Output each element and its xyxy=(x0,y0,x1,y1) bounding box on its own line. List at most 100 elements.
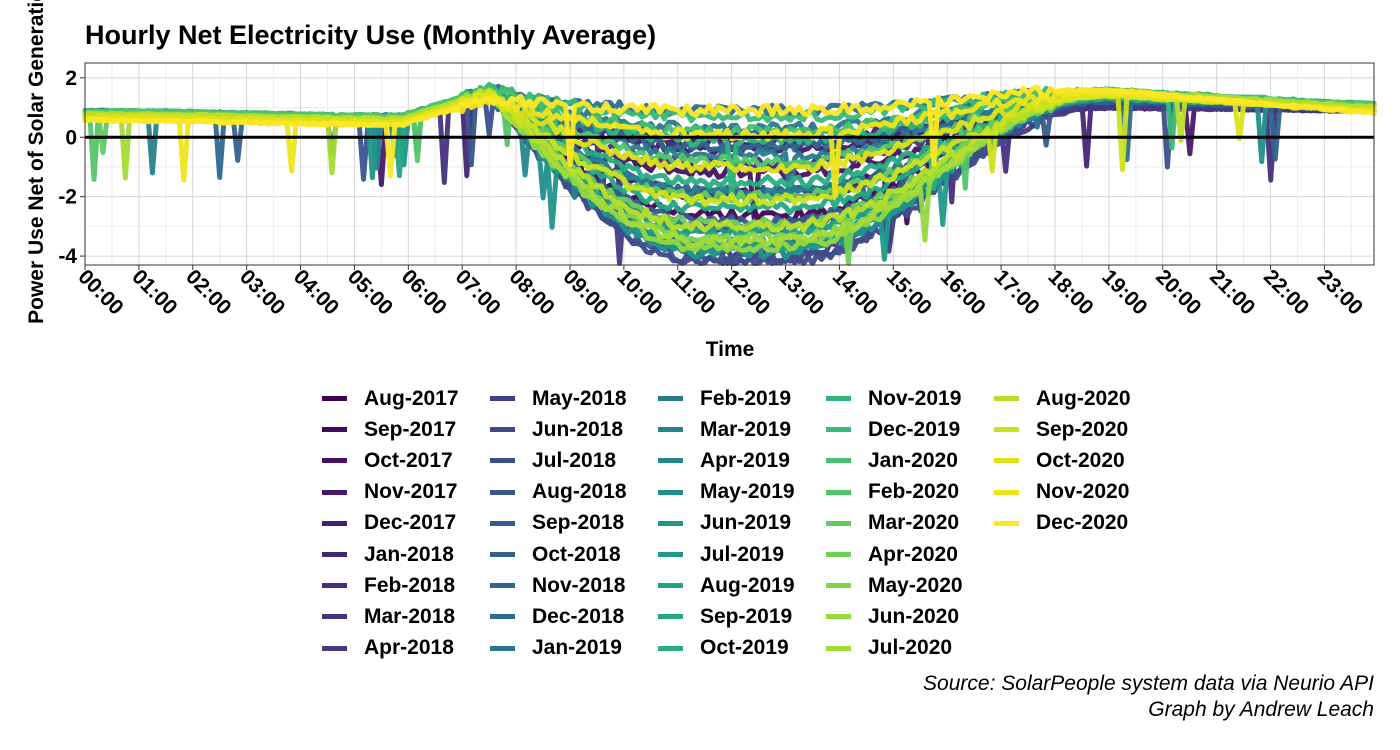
legend-label: Sep-2017 xyxy=(364,417,457,441)
legend-swatch xyxy=(658,645,683,651)
legend-swatch xyxy=(322,458,347,464)
legend-label: Sep-2018 xyxy=(532,511,625,535)
legend-label: Dec-2020 xyxy=(1036,511,1129,535)
legend-swatch xyxy=(658,458,683,464)
legend-item: Aug-2018 xyxy=(490,477,658,508)
legend-label: Apr-2018 xyxy=(364,636,454,660)
y-tick-label: 2 xyxy=(65,67,77,90)
legend-label: Nov-2018 xyxy=(532,573,626,597)
legend-label: Aug-2020 xyxy=(1036,386,1131,410)
legend-swatch xyxy=(826,396,851,402)
legend-item: Jan-2018 xyxy=(322,539,490,570)
legend-swatch xyxy=(994,520,1019,526)
legend-label: Jul-2020 xyxy=(868,636,953,660)
legend-item: Aug-2020 xyxy=(994,383,1162,414)
legend-item: Jul-2018 xyxy=(490,445,658,476)
legend-item: Apr-2018 xyxy=(322,633,490,664)
legend-label: May-2018 xyxy=(532,386,627,410)
legend-swatch xyxy=(826,645,851,651)
chart-title: Hourly Net Electricity Use (Monthly Aver… xyxy=(85,20,657,50)
legend-item: Oct-2019 xyxy=(658,633,826,664)
legend-item: Nov-2017 xyxy=(322,477,490,508)
legend-label: Oct-2018 xyxy=(532,542,621,566)
legend-label: Sep-2019 xyxy=(700,604,793,628)
legend-item: Jul-2020 xyxy=(826,633,994,664)
y-tick-label: 0 xyxy=(65,126,77,149)
legend-label: Jun-2018 xyxy=(532,417,624,441)
plot-border xyxy=(84,62,1375,266)
legend-swatch xyxy=(322,645,347,651)
legend-label: Feb-2018 xyxy=(364,573,456,597)
legend-label: Oct-2019 xyxy=(700,636,789,660)
x-tick-label: 06:00 xyxy=(397,265,451,319)
legend-label: Oct-2020 xyxy=(1036,448,1125,472)
legend-label: Mar-2019 xyxy=(700,417,792,441)
legend-item: May-2020 xyxy=(826,570,994,601)
x-tick-label: 14:00 xyxy=(828,265,882,319)
legend-swatch xyxy=(658,520,683,526)
legend-item: Jan-2019 xyxy=(490,633,658,664)
legend-swatch xyxy=(826,520,851,526)
legend-label: Feb-2019 xyxy=(700,386,792,410)
legend-item: Sep-2017 xyxy=(322,414,490,445)
legend-swatch xyxy=(826,552,851,558)
x-tick-label: 04:00 xyxy=(289,265,343,319)
legend-item: Dec-2018 xyxy=(490,601,658,632)
legend-item: Mar-2018 xyxy=(322,601,490,632)
legend-item: Jan-2020 xyxy=(826,445,994,476)
legend-item: Dec-2020 xyxy=(994,508,1162,539)
legend-swatch xyxy=(994,489,1019,495)
legend-label: Aug-2017 xyxy=(364,386,459,410)
legend-label: Dec-2019 xyxy=(868,417,961,441)
legend-item: Nov-2018 xyxy=(490,570,658,601)
legend-item: Apr-2020 xyxy=(826,539,994,570)
legend-item: Mar-2020 xyxy=(826,508,994,539)
x-tick-label: 22:00 xyxy=(1259,265,1313,319)
legend-swatch xyxy=(658,396,683,402)
legend-swatch xyxy=(658,614,683,620)
legend-swatch xyxy=(994,427,1019,433)
legend-swatch xyxy=(826,614,851,620)
legend-item: Mar-2019 xyxy=(658,414,826,445)
legend-label: Jan-2019 xyxy=(532,636,622,660)
legend-label: Jul-2019 xyxy=(700,542,785,566)
legend-swatch xyxy=(490,458,515,464)
legend-swatch xyxy=(322,489,347,495)
legend-label: May-2020 xyxy=(868,573,963,597)
legend-item: Jun-2018 xyxy=(490,414,658,445)
legend-swatch xyxy=(490,552,515,558)
legend-swatch xyxy=(658,552,683,558)
legend-item: Apr-2019 xyxy=(658,445,826,476)
legend-item: Nov-2019 xyxy=(826,383,994,414)
legend-item: Sep-2020 xyxy=(994,414,1162,445)
legend-label: Sep-2020 xyxy=(1036,417,1129,441)
legend-swatch xyxy=(322,614,347,620)
legend-swatch xyxy=(994,396,1019,402)
legend-item: Oct-2017 xyxy=(322,445,490,476)
legend-swatch xyxy=(826,427,851,433)
legend-label: Apr-2020 xyxy=(868,542,958,566)
legend-swatch xyxy=(490,396,515,402)
legend-item: Dec-2017 xyxy=(322,508,490,539)
x-tick-label: 10:00 xyxy=(612,265,666,319)
legend-swatch xyxy=(490,427,515,433)
x-tick-label: 08:00 xyxy=(505,265,559,319)
legend-item: Feb-2019 xyxy=(658,383,826,414)
x-tick-label: 12:00 xyxy=(720,265,774,319)
x-axis-label: Time xyxy=(705,338,755,361)
legend-item: Sep-2018 xyxy=(490,508,658,539)
x-tick-label: 23:00 xyxy=(1313,265,1367,319)
legend-item: May-2019 xyxy=(658,477,826,508)
x-tick-label: 00:00 xyxy=(73,265,127,319)
legend-label: Oct-2017 xyxy=(364,448,453,472)
legend-item: Jun-2019 xyxy=(658,508,826,539)
y-tick-label: -4 xyxy=(58,245,77,268)
legend-item: Jun-2020 xyxy=(826,601,994,632)
legend-swatch xyxy=(322,552,347,558)
legend-label: Aug-2018 xyxy=(532,480,627,504)
legend: Aug-2017 Sep-2017 Oct-2017 Nov-2017 Dec-2017… xyxy=(322,383,1162,664)
legend-swatch xyxy=(994,458,1019,464)
legend-label: Dec-2017 xyxy=(364,511,457,535)
legend-label: Feb-2020 xyxy=(868,480,960,504)
x-tick-label: 21:00 xyxy=(1205,265,1259,319)
